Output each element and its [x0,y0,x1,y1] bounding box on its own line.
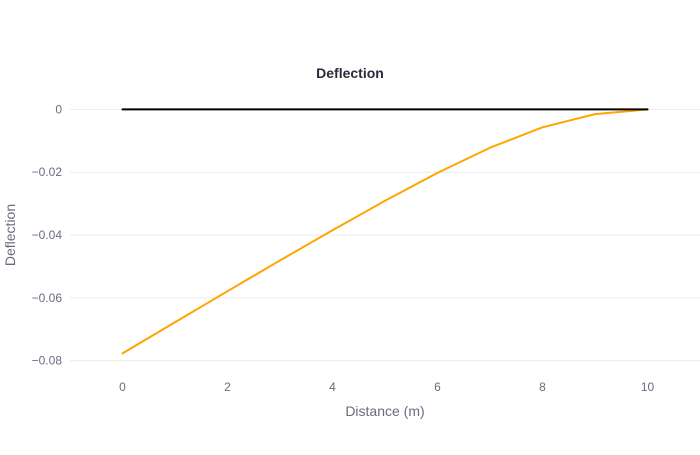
x-tick-label: 6 [434,380,441,394]
y-axis-title: Deflection [2,204,18,266]
x-tick-label: 10 [641,380,655,394]
x-tick-label: 4 [329,380,336,394]
x-tick-label: 2 [224,380,231,394]
x-axis-title: Distance (m) [345,403,424,419]
x-tick-labels: 0 2 4 6 8 10 [119,380,654,394]
chart-title: Deflection [316,65,384,81]
y-tick-labels: 0 −0.02 −0.04 −0.06 −0.08 [32,102,63,367]
y-tick-label: −0.02 [32,165,63,179]
series-layer [121,108,649,355]
x-tick-label: 8 [539,380,546,394]
y-tick-label: −0.06 [32,291,63,305]
y-tick-label: 0 [55,102,62,116]
deflected-series-line [121,108,649,355]
x-tick-label: 0 [119,380,126,394]
y-tick-label: −0.04 [32,228,63,242]
y-tick-label: −0.08 [32,354,63,368]
